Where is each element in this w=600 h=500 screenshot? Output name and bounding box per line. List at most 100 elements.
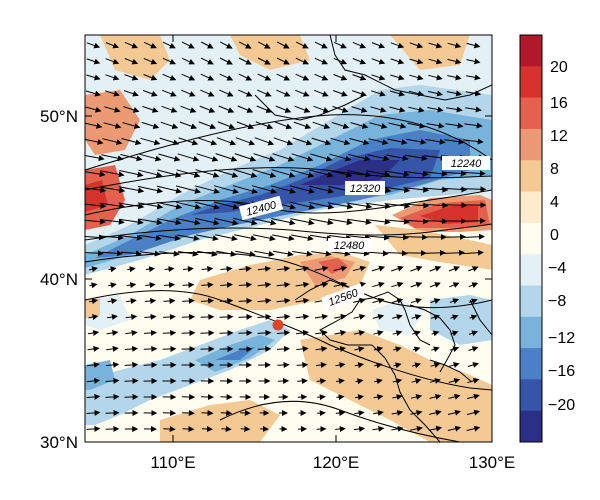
wind-arrow	[200, 297, 215, 304]
wind-arrow	[219, 73, 234, 81]
wind-arrow	[447, 58, 462, 65]
wind-arrow	[219, 57, 233, 65]
wind-arrow	[469, 314, 478, 321]
wind-arrow	[216, 137, 237, 146]
wind-arrow	[429, 393, 442, 400]
wind-arrow	[463, 249, 484, 256]
colorbar-swatch	[520, 191, 542, 224]
wind-arrow	[468, 346, 479, 352]
wind-arrow	[461, 233, 485, 240]
wind-arrow	[178, 250, 199, 257]
wind-arrow	[336, 394, 345, 401]
wind-arrow	[316, 362, 327, 368]
wind-arrow	[291, 234, 314, 242]
wind-arrow	[233, 217, 258, 226]
wind-arrow	[366, 234, 390, 241]
wind-arrow	[448, 393, 461, 400]
wind-arrow	[85, 250, 104, 257]
wind-arrow	[335, 410, 346, 417]
colorbar-label-neg4: −4	[548, 260, 566, 277]
wind-arrow	[428, 42, 443, 49]
colorbar-label-4: 4	[550, 194, 559, 211]
wind-arrow	[430, 362, 441, 368]
wind-vectors	[85, 41, 487, 433]
wind-arrow	[86, 42, 101, 49]
wind-arrow	[460, 186, 487, 193]
wind-arrow	[254, 137, 275, 146]
wind-arrow	[423, 170, 448, 177]
wind-arrow	[409, 58, 424, 65]
wind-arrow	[308, 185, 335, 194]
wind-arrow	[163, 282, 175, 288]
wind-arrow	[85, 106, 102, 113]
wind-arrow	[213, 185, 239, 194]
wind-arrow	[314, 57, 329, 65]
wind-arrow	[314, 313, 329, 320]
wind-arrow	[449, 362, 460, 368]
wind-arrow	[466, 425, 481, 432]
colorbar-swatch	[520, 379, 542, 412]
wind-arrow	[161, 105, 178, 113]
wind-arrow	[410, 265, 423, 272]
wind-arrow	[314, 89, 329, 97]
wind-arrow	[235, 137, 256, 146]
lon-tick-130: 130°E	[469, 453, 516, 472]
wind-arrow	[275, 105, 292, 113]
wind-arrow	[352, 74, 367, 81]
colorbar-swatch	[520, 222, 542, 255]
wind-arrow	[373, 410, 384, 416]
wind-arrow	[449, 346, 460, 353]
wind-arrow	[181, 89, 196, 97]
wind-arrow	[372, 314, 385, 320]
wind-arrow	[346, 202, 373, 210]
wind-arrow	[410, 409, 423, 416]
wind-arrow	[157, 218, 182, 226]
wind-arrow	[182, 410, 195, 417]
wind-arrow	[389, 106, 406, 113]
wind-arrow	[276, 57, 290, 65]
wind-arrow	[219, 297, 234, 304]
wind-arrow	[100, 218, 125, 225]
wind-arrow	[276, 297, 291, 304]
wind-arrow	[449, 298, 460, 305]
wind-arrow	[351, 106, 368, 113]
wind-arrow	[461, 170, 486, 177]
wind-arrow	[370, 90, 386, 97]
wind-arrow	[104, 90, 120, 97]
wind-arrow	[309, 169, 334, 178]
wind-arrow	[349, 138, 370, 146]
wind-arrow	[404, 170, 429, 177]
wind-arrow	[86, 377, 101, 384]
wind-arrow	[295, 73, 310, 81]
wind-arrow	[257, 57, 271, 65]
wind-arrow	[105, 377, 120, 384]
colorbar-labels: 20 16 12 8 4 0 −4 −8 −12 −16 −20	[548, 59, 575, 414]
wind-arrow	[447, 425, 462, 432]
wind-arrow	[159, 137, 180, 146]
wind-arrow	[233, 169, 258, 178]
wind-arrow	[234, 234, 257, 242]
wind-arrow	[384, 202, 411, 209]
wind-arrow	[105, 42, 120, 49]
wind-arrow	[220, 410, 233, 417]
wind-arrow	[100, 170, 125, 178]
wind-arrow	[108, 266, 117, 273]
colorbar-swatch	[520, 97, 542, 130]
wind-arrow	[464, 122, 483, 129]
wind-arrow	[365, 202, 392, 209]
wind-arrow	[391, 409, 404, 416]
wind-arrow	[86, 409, 101, 416]
wind-arrow	[274, 121, 293, 130]
wind-arrow	[371, 58, 386, 65]
wind-arrow	[334, 329, 347, 336]
wind-arrow	[254, 250, 275, 257]
wind-arrow	[427, 106, 444, 113]
wind-arrow	[276, 313, 291, 320]
wind-arrow	[449, 282, 460, 288]
wind-arrow	[159, 250, 180, 257]
wind-arrow	[371, 42, 386, 49]
wind-arrow	[390, 74, 405, 81]
colorbar-label-20: 20	[550, 59, 568, 76]
wind-arrow	[163, 297, 176, 304]
wind-arrow	[392, 314, 403, 320]
